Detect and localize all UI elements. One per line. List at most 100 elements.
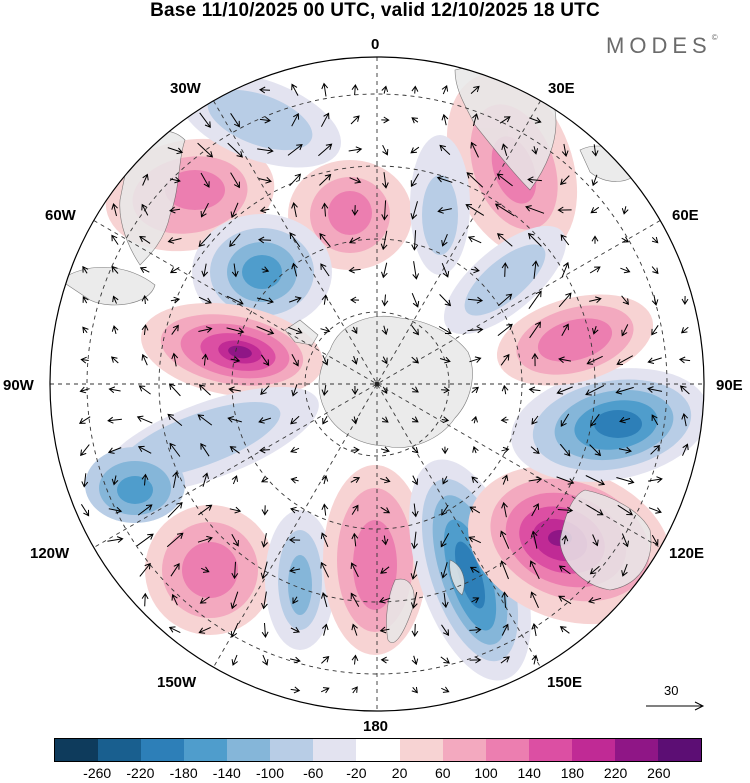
wind-vector-arrow — [441, 446, 449, 455]
wind-vector-arrow — [198, 233, 212, 248]
colorbar-bin — [313, 739, 357, 761]
wind-vector-arrow — [288, 536, 301, 544]
colorbar-bin — [356, 739, 400, 761]
wind-vector-arrow — [469, 656, 482, 664]
wind-vector-arrow — [494, 203, 515, 217]
wind-vector-arrow — [561, 143, 569, 157]
wind-vector-arrow — [586, 355, 603, 365]
wind-vector-arrow — [621, 533, 629, 548]
map-field — [50, 57, 704, 711]
wind-vector-arrow — [321, 294, 329, 305]
wind-vector-arrow — [171, 352, 179, 367]
wind-vector-arrow — [202, 472, 209, 487]
wind-vector-arrow — [381, 262, 388, 279]
wind-vector-arrow — [350, 592, 360, 607]
wind-vector-arrow — [321, 592, 328, 608]
colorbar-tick-label: 20 — [391, 765, 408, 781]
wind-vector-arrow — [321, 82, 329, 97]
wind-vector-arrow — [82, 326, 89, 334]
wind-vector-arrow — [499, 116, 511, 124]
colorbar-tick-label: 260 — [647, 765, 671, 781]
wind-vector-arrow — [289, 296, 302, 303]
wind-vector-arrow — [412, 261, 420, 280]
wind-vector-arrow — [141, 295, 149, 305]
wind-vector-arrow — [621, 236, 630, 243]
colorbar-tick-label: -220 — [126, 765, 155, 781]
wind-vector-arrow — [410, 560, 418, 580]
wind-vector-arrow — [259, 86, 271, 94]
wind-vector-arrow — [172, 471, 179, 488]
wind-vector-arrow — [262, 654, 269, 666]
wind-vector-arrow — [680, 326, 689, 334]
wind-vector-arrow — [289, 656, 301, 664]
wind-vector-arrow — [472, 445, 479, 454]
wind-vector-arrow — [382, 172, 389, 189]
colorbar-bin — [528, 739, 572, 761]
wind-vector-arrow — [351, 446, 360, 454]
wind-vector-arrow — [410, 201, 418, 220]
colorbar-tick-label: -60 — [303, 765, 324, 781]
wind-vector-arrow — [651, 534, 659, 546]
wind-vector-arrow — [529, 321, 541, 339]
wind-vector-arrow — [142, 173, 149, 186]
wind-vector-arrow — [320, 687, 330, 694]
colorbar-bin — [614, 739, 658, 761]
wind-vector-arrow — [441, 113, 449, 126]
wind-vector-arrow — [82, 265, 89, 274]
wind-vector-arrow — [381, 535, 389, 546]
colorbar-bin — [657, 739, 701, 761]
wind-vector-arrow — [261, 622, 269, 638]
wind-vector-arrow — [291, 354, 299, 367]
wind-vector-arrow — [411, 85, 419, 94]
wind-vector-arrow — [557, 506, 574, 514]
wind-vector-arrow — [350, 296, 360, 304]
wind-vector-arrow — [380, 230, 388, 251]
wind-vector-arrow — [500, 530, 510, 549]
wind-vector-arrow — [230, 622, 239, 638]
wind-vector-arrow — [80, 504, 90, 517]
wind-vector-arrow — [351, 416, 359, 425]
wind-vector-arrow — [501, 446, 510, 454]
wind-vector-arrow — [411, 503, 419, 518]
wind-vector-arrow — [169, 176, 181, 184]
wind-vector-arrow — [257, 147, 274, 154]
wind-vector-arrow — [110, 356, 119, 364]
wind-vector-arrow — [226, 295, 244, 305]
wind-vector-arrow — [290, 415, 300, 425]
wind-vector-arrow — [411, 623, 419, 637]
wind-vector-arrow — [348, 236, 361, 244]
wind-vector-arrow — [472, 113, 479, 127]
wind-vector-arrow — [441, 504, 449, 516]
wind-vector-arrow — [168, 626, 181, 634]
wind-vector-arrow — [621, 295, 630, 305]
wind-vector-arrow — [411, 531, 418, 550]
wind-vector-arrow — [500, 353, 510, 366]
wind-vector-arrow — [589, 296, 602, 304]
wind-vector-arrow — [441, 416, 450, 424]
wind-vector-arrow — [469, 356, 482, 363]
colorbar-bin — [442, 739, 486, 761]
colorbar — [54, 738, 702, 762]
lon-label-150e: 150E — [547, 674, 583, 691]
wind-vector-arrow — [561, 534, 569, 545]
wind-vector-arrow — [229, 506, 242, 514]
wind-vector-arrow — [200, 172, 210, 188]
wind-vector-arrow — [440, 656, 450, 664]
wind-vector-arrow — [470, 85, 480, 94]
wind-vector-arrow — [290, 686, 301, 694]
wind-vector-arrow — [320, 532, 329, 547]
wind-vector-arrow — [615, 386, 634, 395]
wind-vector-arrow — [201, 353, 209, 366]
wind-vector-arrow — [441, 686, 450, 693]
wind-vector-arrow — [530, 530, 538, 549]
wind-vector-arrow — [381, 386, 388, 394]
wind-vector-arrow — [320, 112, 330, 127]
wind-vector-arrow — [465, 204, 485, 216]
wind-vector-arrow — [411, 446, 419, 454]
wind-vector-arrow — [321, 384, 329, 396]
lon-label-0: 0 — [371, 36, 380, 53]
wind-vector-arrow — [320, 263, 330, 277]
wind-vector-arrow — [441, 263, 450, 278]
wind-vector-arrow — [411, 325, 419, 336]
wind-vector-arrow — [441, 85, 449, 95]
